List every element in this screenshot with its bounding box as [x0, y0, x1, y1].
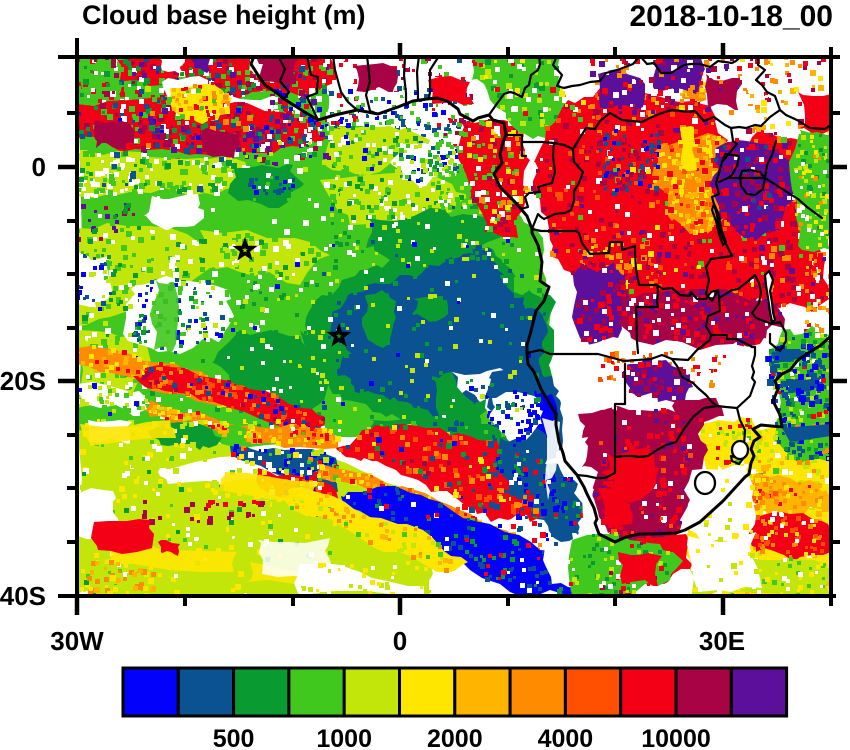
svg-text:30W: 30W: [50, 626, 104, 656]
svg-text:2018-10-18_00: 2018-10-18_00: [629, 0, 833, 33]
svg-text:40S: 40S: [0, 581, 46, 611]
svg-text:2000: 2000: [427, 725, 483, 750]
svg-text:Cloud base height (m): Cloud base height (m): [82, 0, 366, 30]
svg-text:20S: 20S: [0, 366, 46, 396]
svg-text:0: 0: [32, 152, 46, 182]
svg-text:0: 0: [393, 626, 407, 656]
svg-text:10000: 10000: [641, 725, 711, 750]
svg-text:500: 500: [213, 725, 255, 750]
svg-text:4000: 4000: [538, 725, 594, 750]
svg-text:1000: 1000: [316, 725, 372, 750]
svg-text:30E: 30E: [699, 626, 745, 656]
